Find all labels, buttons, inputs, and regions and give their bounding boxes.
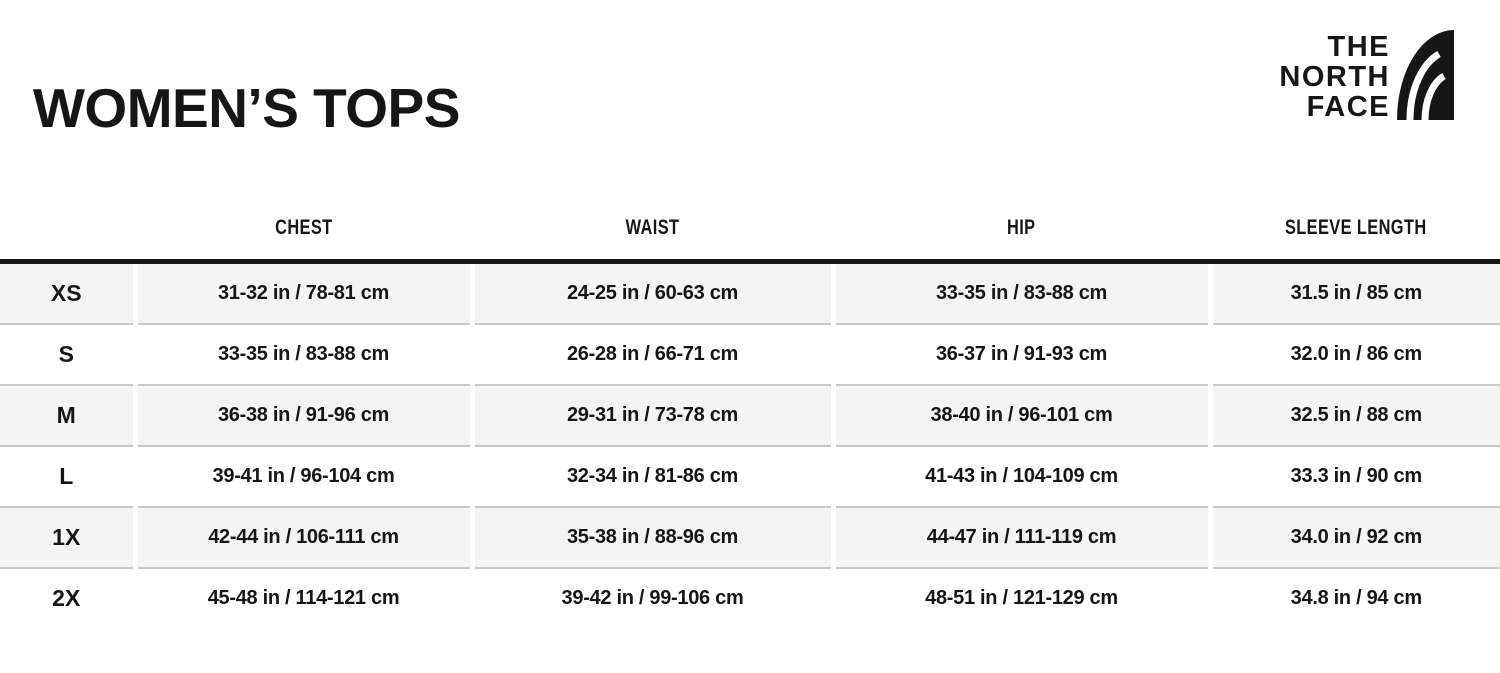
row-label: 2X [52,585,81,611]
column-header-label: HIP [1007,215,1036,239]
table-cell: 26-28 in / 66-71 cm [469,324,833,386]
table-cell: 32-34 in / 81-86 cm [469,446,833,508]
page-title: WOMEN’S TOPS [33,77,460,139]
table-cell: 38-40 in / 96-101 cm [830,385,1210,447]
logo-line-north: NORTH [1279,61,1390,93]
column-header-chest: CHEST [132,196,472,264]
table-cell: 24-25 in / 60-63 cm [469,261,833,325]
table-cell: 42-44 in / 106-111 cm [132,507,472,569]
size-chart-table: CHEST WAIST HIP SLEEVE LENGTH XS 31-32 in / … [0,196,1500,628]
table-row-l: L 39-41 in / 96-104 cm 32-34 in / 81-86 cm… [0,446,1500,508]
table-cell: 29-31 in / 73-78 cm [469,385,833,447]
column-header-sleeve-length: SLEEVE LENGTH [1207,196,1500,264]
table-cell: 31-32 in / 78-81 cm [132,261,472,325]
table-row-s: S 33-35 in / 83-88 cm 26-28 in / 66-71 cm 3… [0,324,1500,386]
column-header-label: WAIST [625,215,680,239]
row-label: 1X [0,507,135,569]
table-cell: 44-47 in / 111-119 cm [830,507,1210,569]
table-cell: 33.3 in / 90 cm [1207,446,1500,508]
table-cell: 39-42 in / 99-106 cm [469,568,833,628]
table-cell: 41-43 in / 104-109 cm [830,446,1210,508]
table-cell: 39-41 in / 96-104 cm [132,446,472,508]
column-header-label: SLEEVE LENGTH [1285,215,1428,239]
table-cell: 31.5 in / 85 cm [1207,261,1500,325]
table-cell: 36-37 in / 91-93 cm [830,324,1210,386]
logo-line-face: FACE [1306,91,1390,123]
row-label: XS [0,261,135,325]
logo-line-the: THE [1327,31,1390,63]
north-face-logo-text: THE NORTH FACE [1279,32,1390,122]
size-chart-header: CHEST WAIST HIP SLEEVE LENGTH [0,196,1500,264]
table-row-1x: 1X 42-44 in / 106-111 cm 35-38 in / 88-96 … [0,507,1500,569]
row-label: S [0,324,135,386]
half-dome-icon [1397,30,1454,120]
size-chart-body: XS 31-32 in / 78-81 cm 24-25 in / 60-63 cm… [0,261,1500,628]
table-row-2x: 2X 45-48 in / 114-121 cm 39-42 in / 99-106… [0,568,1500,628]
table-cell: 35-38 in / 88-96 cm [469,507,833,569]
header-row: CHEST WAIST HIP SLEEVE LENGTH [0,196,1500,264]
table-cell: 34.8 in / 94 cm [1207,568,1500,628]
page-header: WOMEN’S TOPS THE NORTH FACE [0,0,1500,196]
table-cell: 33-35 in / 83-88 cm [830,261,1210,325]
column-header-size [0,196,135,264]
table-cell: 34.0 in / 92 cm [1207,507,1500,569]
table-cell: 45-48 in / 114-121 cm [132,568,472,628]
table-cell: 36-38 in / 91-96 cm [132,385,472,447]
column-header-hip: HIP [830,196,1210,264]
column-header-label: CHEST [274,215,333,239]
row-label: M [0,385,135,447]
column-header-waist: WAIST [469,196,833,264]
north-face-logo: THE NORTH FACE [1279,30,1454,122]
table-cell: 33-35 in / 83-88 cm [132,324,472,386]
table-cell: 32.5 in / 88 cm [1207,385,1500,447]
table-cell: 48-51 in / 121-129 cm [830,568,1210,628]
table-row-xs: XS 31-32 in / 78-81 cm 24-25 in / 60-63 cm… [0,261,1500,325]
table-cell: 32.0 in / 86 cm [1207,324,1500,386]
table-row-m: M 36-38 in / 91-96 cm 29-31 in / 73-78 cm 3… [0,385,1500,447]
row-label: L [0,446,135,508]
